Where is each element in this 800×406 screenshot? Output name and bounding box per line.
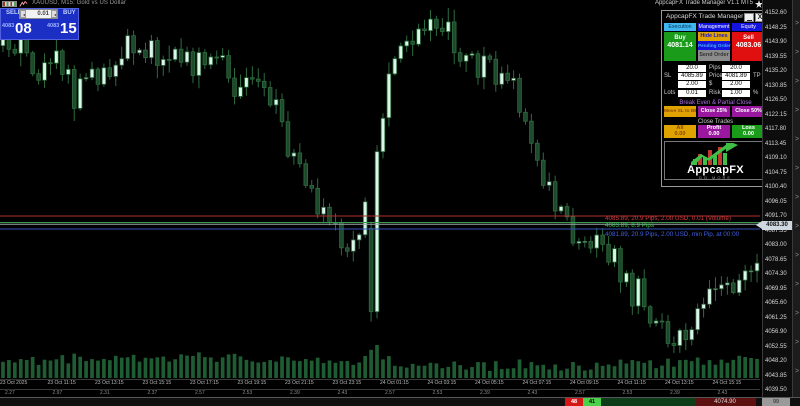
svg-text:4083.89, 8.9 Pips: 4083.89, 8.9 Pips [605,222,654,229]
svg-text:4081.89, 20.9 Pips, 2.00 USD,: 4081.89, 20.9 Pips, 2.00 USD, min Pip, a… [605,231,740,238]
svg-text:4085.89, 20.9 Pips, 2.00 USD,: 4085.89, 20.9 Pips, 2.00 USD, 0.01 (Volu… [605,215,731,222]
